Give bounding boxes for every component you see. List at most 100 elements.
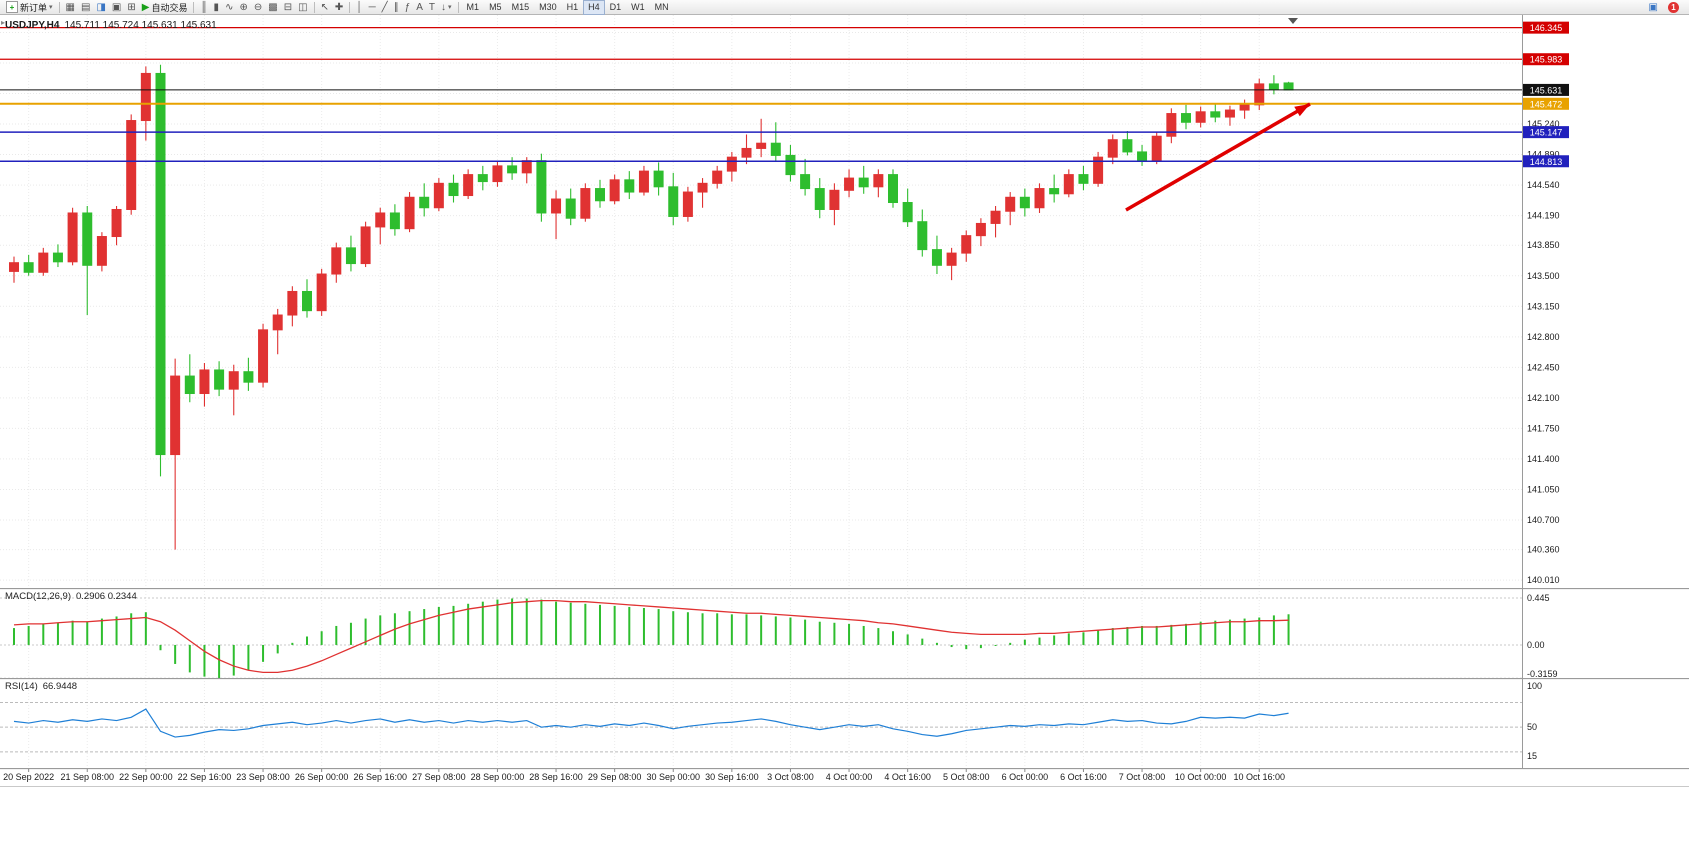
candle xyxy=(609,174,620,205)
candle xyxy=(888,169,898,208)
candle xyxy=(668,172,679,226)
timeframe-button-h1[interactable]: H1 xyxy=(566,2,579,12)
candle xyxy=(184,354,195,403)
time-axis-label: 27 Sep 08:00 xyxy=(412,772,466,782)
candle xyxy=(9,256,19,283)
trend-arrow[interactable] xyxy=(1125,102,1311,212)
bar-chart-button[interactable]: ║ xyxy=(197,1,210,14)
terminal-icon: ▣ xyxy=(111,1,122,13)
trendline-button[interactable]: ╱ xyxy=(379,1,391,14)
candle xyxy=(287,286,298,327)
zoom-out-icon: ⊖ xyxy=(253,1,263,13)
arrowhead-icon xyxy=(1294,104,1310,117)
time-axis-label: 29 Sep 08:00 xyxy=(588,772,642,782)
strategy-tester-button[interactable]: ⊞ xyxy=(124,1,138,14)
one-click-trading-toggle[interactable]: ▸ xyxy=(1,18,6,27)
horizontal-price-lines[interactable] xyxy=(0,26,1522,163)
horizontal-line-button[interactable]: ─ xyxy=(366,1,379,14)
data-window-button[interactable]: ▤ xyxy=(78,1,93,14)
macd-axis-label: 0.445 xyxy=(1527,593,1550,603)
line-chart-button[interactable]: ∿ xyxy=(222,1,236,14)
timeframe-button-m30[interactable]: M30 xyxy=(539,2,557,12)
candle xyxy=(551,190,562,240)
candle xyxy=(653,162,664,196)
candle xyxy=(345,235,356,272)
tile-vertical-button[interactable]: ◫ xyxy=(295,1,310,14)
candle xyxy=(1049,174,1060,203)
macd-name: MACD(12,26,9) xyxy=(5,591,71,602)
chart-canvas[interactable]: 145.240 144.890 144.540 144.190 143.850 143.5… xyxy=(0,15,1689,850)
rsi-axis-label: 15 xyxy=(1527,751,1537,761)
trendline-icon: ╱ xyxy=(381,1,388,13)
candle xyxy=(126,114,137,215)
time-axis-label: 10 Oct 00:00 xyxy=(1175,772,1227,782)
candle xyxy=(433,178,444,212)
candle xyxy=(858,165,869,194)
candle xyxy=(1210,103,1221,123)
macd-indicator-label: MACD(12,26,9) 0.2906 0.2344 xyxy=(5,591,137,602)
candle xyxy=(96,232,107,272)
zoom-out-button[interactable]: ⊖ xyxy=(251,1,265,14)
tile-horizontal-icon: ⊟ xyxy=(283,1,293,13)
pane-separators[interactable] xyxy=(0,588,1689,770)
tile-horizontal-button[interactable]: ⊟ xyxy=(281,1,295,14)
autotrading-button[interactable]: ▶ 自动交易 xyxy=(139,1,191,14)
timeframe-button-m1[interactable]: M1 xyxy=(466,2,480,12)
timeframe-button-h4[interactable]: H4 xyxy=(583,0,605,15)
timeframe-button-m15[interactable]: M15 xyxy=(511,2,530,12)
price-axis-label: 143.500 xyxy=(1527,271,1560,281)
text-button[interactable]: A xyxy=(413,1,426,14)
candle xyxy=(302,279,312,318)
vertical-line-icon: │ xyxy=(356,1,363,13)
market-watch-button[interactable]: ▦ xyxy=(63,1,78,14)
notifications-button[interactable]: 1 xyxy=(1665,1,1682,14)
candle xyxy=(272,308,283,355)
candle xyxy=(155,64,166,477)
candle xyxy=(1078,165,1089,191)
candle xyxy=(1122,130,1133,156)
timeframe-button-mn[interactable]: MN xyxy=(654,2,669,12)
candle xyxy=(448,174,459,203)
zoom-in-button[interactable]: ⊕ xyxy=(236,1,250,14)
candlestick-chart-button[interactable]: ▮ xyxy=(211,1,223,14)
price-axis-label: 142.800 xyxy=(1527,332,1560,342)
price-axis[interactable]: 145.240 144.890 144.540 144.190 143.850 143.5… xyxy=(1527,119,1560,585)
new-order-button[interactable]: + 新订单 ▾ xyxy=(3,1,56,14)
candle xyxy=(1005,192,1016,226)
candle xyxy=(844,169,855,198)
price-badges: 146.345 145.983 145.631 145.472 145.147 144.8… xyxy=(1523,21,1569,168)
price-axis-label: 143.850 xyxy=(1527,240,1560,250)
market-watch-icon: ▦ xyxy=(65,1,75,13)
time-axis[interactable]: 20 Sep 2022 21 Sep 08:00 22 Sep 00:00 22 Se… xyxy=(3,769,1285,782)
fibonacci-button[interactable]: ƒ xyxy=(402,1,414,14)
price-axis-label: 140.700 xyxy=(1527,515,1560,525)
chart-shift-marker[interactable] xyxy=(1288,18,1298,24)
cursor-button[interactable]: ↖ xyxy=(318,1,332,14)
candle xyxy=(873,169,884,198)
timeframe-toolbar: M1 M5 M15 M30 H1 H4 D1 W1 MN xyxy=(462,0,674,15)
timeframe-button-d1[interactable]: D1 xyxy=(609,2,622,12)
arrows-button[interactable]: ↓ ▾ xyxy=(438,1,455,14)
price-axis-label: 141.050 xyxy=(1527,484,1560,494)
crosshair-button[interactable]: ✚ xyxy=(332,1,346,14)
price-axis-label: 142.100 xyxy=(1527,393,1560,403)
price-axis-label: 140.360 xyxy=(1527,545,1560,555)
text-label-button[interactable]: T xyxy=(426,1,438,14)
candle xyxy=(404,192,415,233)
time-axis-label: 5 Oct 08:00 xyxy=(943,772,990,782)
rsi-axis-label: 50 xyxy=(1527,722,1537,732)
candle xyxy=(258,323,269,388)
navigator-button[interactable]: ◨ xyxy=(93,1,108,14)
vertical-line-button[interactable]: │ xyxy=(353,1,365,14)
messages-button[interactable]: ▣ xyxy=(1646,1,1661,14)
candle xyxy=(228,364,239,416)
channel-button[interactable]: ∥ xyxy=(391,1,402,14)
timeframe-button-m5[interactable]: M5 xyxy=(489,2,502,12)
chevron-down-icon: ▾ xyxy=(448,4,452,11)
candle xyxy=(1181,104,1191,130)
terminal-button[interactable]: ▣ xyxy=(109,1,124,14)
cascade-windows-button[interactable]: ▩ xyxy=(265,1,280,14)
time-axis-label: 10 Oct 16:00 xyxy=(1233,772,1285,782)
time-axis-label: 23 Sep 08:00 xyxy=(236,772,290,782)
timeframe-button-w1[interactable]: W1 xyxy=(631,2,645,12)
